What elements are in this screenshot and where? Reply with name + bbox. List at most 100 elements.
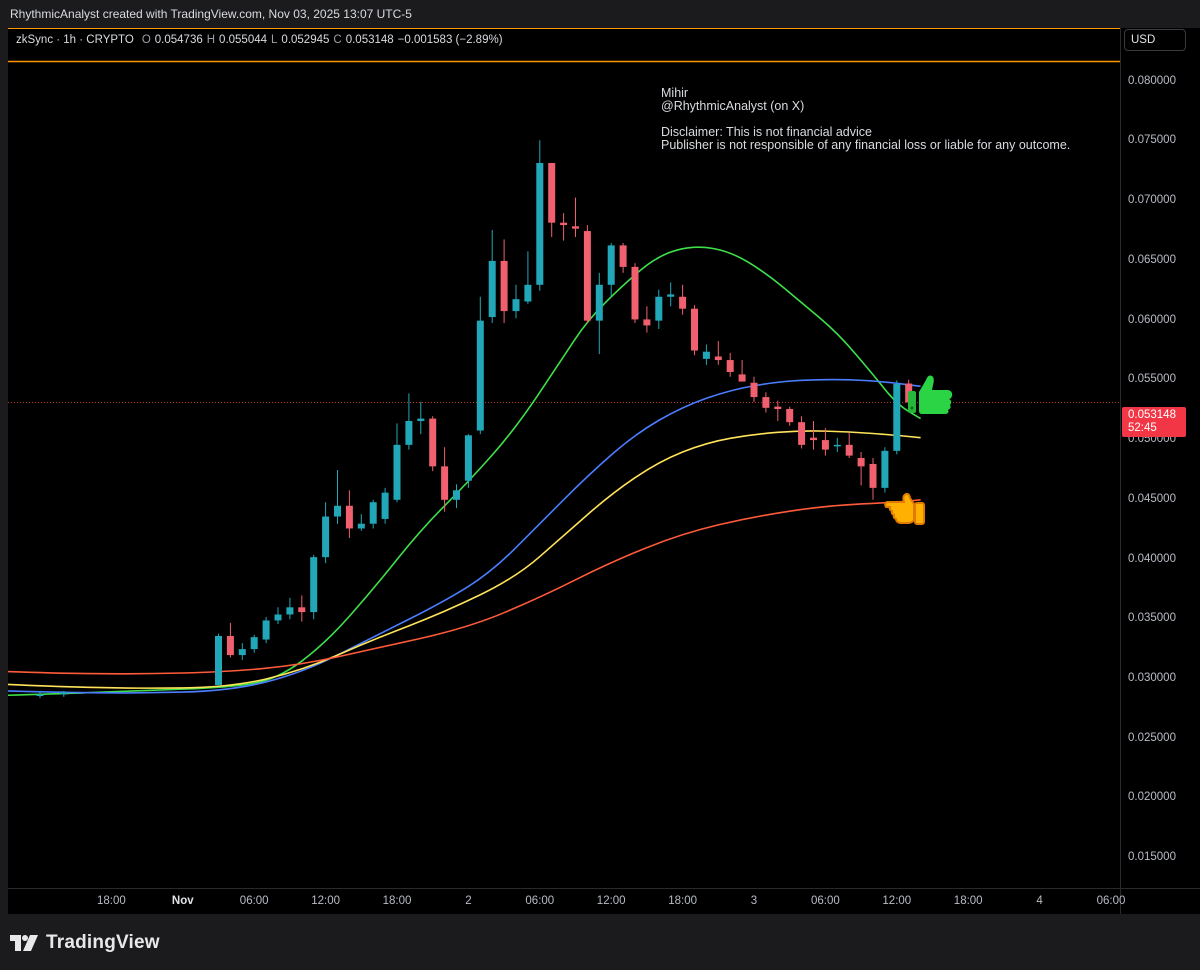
candle[interactable] [821,428,829,456]
candle[interactable] [60,690,68,697]
candle-body [215,635,222,685]
candle[interactable] [250,634,258,653]
low-value: 0.052945 [281,34,330,46]
candle[interactable] [774,400,782,421]
candle[interactable] [226,622,234,658]
candle[interactable] [464,434,472,488]
candle[interactable] [393,423,401,503]
price-axis[interactable] [1120,28,1200,888]
candle[interactable] [417,401,425,435]
candle[interactable] [334,469,341,524]
candle-body [833,444,841,447]
bar-countdown: 52:45 [1128,422,1157,434]
candle[interactable] [310,554,318,620]
candle[interactable] [36,690,44,699]
candle[interactable] [667,282,675,307]
candle[interactable] [619,243,627,273]
time-axis[interactable] [8,888,1120,915]
candle[interactable] [322,502,330,564]
candle[interactable] [726,352,734,377]
candle[interactable] [631,263,639,324]
candle[interactable] [595,272,603,355]
symbol-label[interactable]: zkSync · 1h · CRYPTO [16,34,134,46]
candle-body [512,299,520,312]
candle[interactable] [607,243,615,297]
candle-body [369,502,377,524]
candle-body [536,162,544,285]
candle[interactable] [643,306,651,333]
candle[interactable] [893,380,901,455]
candle[interactable] [572,197,579,238]
candle-body [679,296,687,309]
price-tick-label: 0.045000 [1128,492,1176,505]
candle[interactable] [702,344,710,365]
candle[interactable] [500,239,508,324]
candle[interactable] [262,616,270,644]
candle-body [298,607,306,613]
time-tick-label: 18:00 [382,895,412,907]
price-tick-label: 0.055000 [1128,373,1176,386]
candle[interactable] [357,514,365,531]
candle-body [750,382,758,398]
candle-body [810,437,817,441]
candle[interactable] [488,229,496,324]
candle[interactable] [476,296,484,435]
candle[interactable] [714,340,722,365]
candle[interactable] [560,213,568,241]
moving-average-line-3 [8,430,921,689]
candle-body [36,694,44,696]
candle[interactable] [845,432,853,458]
candle[interactable] [869,458,877,500]
candle[interactable] [536,140,544,291]
price-tick-label: 0.035000 [1128,612,1176,625]
candle[interactable] [679,284,687,315]
candle[interactable] [369,499,377,529]
candle-body [560,222,568,226]
time-tick-label: 12:00 [311,895,340,907]
candle[interactable] [810,420,817,450]
candle[interactable] [215,633,222,687]
candle[interactable] [429,416,437,472]
candle[interactable] [786,406,794,426]
candle[interactable] [238,643,246,660]
candle[interactable] [381,487,389,524]
price-tick-label: 0.060000 [1128,313,1176,326]
candle-body [429,418,437,467]
candle[interactable] [833,437,841,453]
candle[interactable] [405,393,413,450]
candle[interactable] [881,447,889,493]
candle[interactable] [298,595,306,622]
chart-plot-area[interactable] [8,28,1120,888]
candle[interactable] [548,162,556,238]
candle[interactable] [524,251,532,304]
candle[interactable] [512,284,520,319]
tradingview-logo[interactable]: TradingView [10,932,160,954]
candle[interactable] [345,490,353,539]
time-tick-label: 18:00 [97,895,126,907]
candle-body [500,260,508,312]
candle[interactable] [798,416,806,449]
moving-average-line-2 [8,378,921,694]
candle-body [821,440,829,450]
header-bar: RhythmicAnalyst created with TradingView… [0,0,1200,27]
candle[interactable] [274,607,282,625]
open-label: O [141,34,151,46]
candle[interactable] [762,392,770,413]
low-label: L [271,34,278,46]
price-tick-label: 0.070000 [1128,194,1176,207]
candle[interactable] [750,376,758,402]
candle-body [393,444,401,500]
price-tick-label: 0.020000 [1128,791,1176,804]
candle[interactable] [655,289,663,329]
candle[interactable] [691,305,698,356]
candle[interactable] [441,447,449,512]
candle[interactable] [583,225,591,324]
currency-button[interactable]: USD [1124,29,1186,51]
candle[interactable] [453,484,460,509]
candle-body [405,420,413,445]
candle[interactable] [857,452,865,486]
candle[interactable] [738,360,746,382]
time-tick-label: 12:00 [596,895,626,907]
candle[interactable] [286,597,294,620]
candle-body [595,284,603,321]
